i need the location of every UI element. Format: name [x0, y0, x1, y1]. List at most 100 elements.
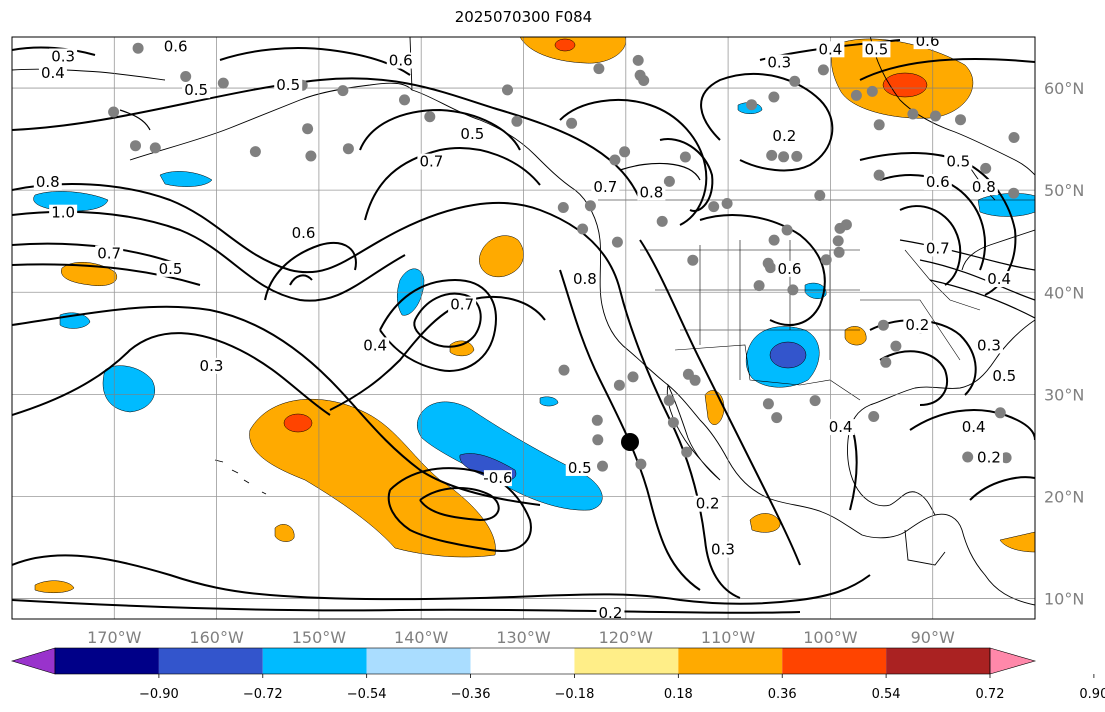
- contour-label: 0.6: [292, 224, 316, 242]
- lon-tick-label: 100°W: [803, 628, 858, 647]
- contour-label-bg: [974, 449, 1003, 466]
- contour-label-bg: [826, 419, 855, 436]
- map-grid: [12, 37, 1035, 619]
- contour-label: 0.5: [992, 367, 1016, 385]
- station-marker: [787, 284, 799, 296]
- map-title: 2025070300 F084: [454, 8, 593, 26]
- lon-tick-label: 110°W: [701, 628, 756, 647]
- contour-label-bg: [923, 174, 952, 191]
- station-marker: [597, 460, 608, 472]
- station-marker: [840, 219, 852, 231]
- contour-label-bg: [862, 41, 891, 58]
- station-marker: [584, 200, 596, 212]
- station-marker: [962, 451, 974, 463]
- station-marker: [771, 412, 783, 424]
- colorbar-extend-max: [989, 647, 1037, 675]
- contour-label: 0.4: [363, 336, 387, 354]
- contour-label-bg: [289, 225, 318, 242]
- contour-label-bg: [990, 368, 1019, 385]
- station-marker: [980, 162, 992, 174]
- contour-label-bg: [944, 153, 973, 170]
- contour-label: 0.4: [818, 40, 842, 58]
- station-marker: [1008, 187, 1020, 199]
- contour-label-bg: [458, 126, 487, 143]
- station-marker: [687, 254, 699, 266]
- station-marker: [1000, 452, 1012, 464]
- contour-label-bg: [274, 77, 303, 94]
- colorbar-segment: [470, 648, 575, 674]
- contour-label-bg: [903, 317, 932, 333]
- lon-tick-label: 150°W: [292, 628, 347, 647]
- contour-label: 0.5: [946, 153, 970, 171]
- colorbar-tick-label: −0.18: [555, 687, 595, 702]
- station-marker: [762, 257, 774, 269]
- station-marker: [850, 89, 862, 101]
- latitude-labels: 60°N 50°N 40°N 30°N 20°N 10°N: [1044, 79, 1084, 609]
- contour-label: 0.2: [599, 604, 623, 622]
- contour-label: 0.8: [972, 178, 996, 196]
- contour-label: 0.7: [450, 296, 474, 314]
- lon-tick-label: 130°W: [496, 628, 551, 647]
- station-marker: [635, 458, 647, 470]
- contour-label-bg: [565, 459, 594, 476]
- station-marker: [708, 201, 720, 213]
- station-marker: [132, 42, 144, 54]
- contour-label-bg: [816, 41, 845, 58]
- station-marker: [180, 71, 192, 82]
- contour-label: 0.2: [696, 495, 720, 513]
- contour-label: 0.7: [420, 153, 444, 171]
- contour-label-bg: [775, 260, 804, 277]
- contour-label: 0.5: [460, 125, 484, 143]
- station-marker: [762, 398, 774, 410]
- contour-label: 0.5: [276, 76, 300, 94]
- station-marker: [217, 77, 229, 89]
- station-marker: [611, 236, 623, 248]
- target-marker: [621, 433, 639, 451]
- station-marker: [663, 175, 675, 187]
- colorbar-tick-label: 0.18: [664, 687, 693, 702]
- contour-label-bg: [161, 38, 190, 55]
- station-marker: [577, 223, 589, 235]
- station-marker: [781, 224, 793, 236]
- contour-label-bg: [596, 604, 625, 619]
- lon-tick-label: 140°W: [394, 628, 449, 647]
- contour-label: 0.6: [389, 52, 413, 70]
- station-marker: [613, 379, 625, 391]
- station-marker: [591, 414, 603, 426]
- contour-label: 0.3: [977, 336, 1001, 354]
- contour-label-bg: [483, 470, 512, 487]
- contour-label: 0.8: [36, 173, 60, 191]
- colorbar-segment: [782, 648, 887, 674]
- contour-label-bg: [969, 179, 998, 196]
- colorbar-segment: [574, 648, 679, 674]
- contour-label: 0.8: [639, 183, 663, 201]
- station-marker: [305, 150, 317, 162]
- contour-label-bg: [386, 52, 415, 69]
- station-marker: [557, 202, 569, 213]
- lat-tick-label: 50°N: [1044, 181, 1084, 200]
- contour-label-bg: [448, 296, 477, 313]
- station-marker: [1008, 132, 1020, 143]
- station-marker: [873, 119, 885, 131]
- station-marker: [832, 235, 844, 247]
- contour-label: 0.4: [41, 64, 65, 82]
- station-marker: [337, 85, 349, 97]
- lon-tick-label: 160°W: [189, 628, 244, 647]
- lon-tick-label: 170°W: [87, 628, 142, 647]
- station-marker: [791, 150, 803, 162]
- contour-label-bg: [570, 271, 599, 288]
- colorbar-tick-label: 0.90: [1079, 687, 1105, 702]
- station-marker: [868, 411, 880, 422]
- station-marker: [399, 94, 410, 106]
- contour-label-bg: [708, 541, 737, 558]
- lon-tick-label: 120°W: [599, 628, 654, 647]
- station-marker: [663, 395, 675, 406]
- contour-label: 0.5: [568, 459, 592, 477]
- contour-label-bg: [361, 337, 390, 354]
- contour-label-bg: [923, 240, 952, 257]
- station-marker: [667, 417, 679, 428]
- contour-label: 0.3: [200, 357, 224, 375]
- station-marker: [809, 395, 821, 407]
- contour-label-bg: [693, 495, 722, 512]
- station-marker: [592, 434, 604, 446]
